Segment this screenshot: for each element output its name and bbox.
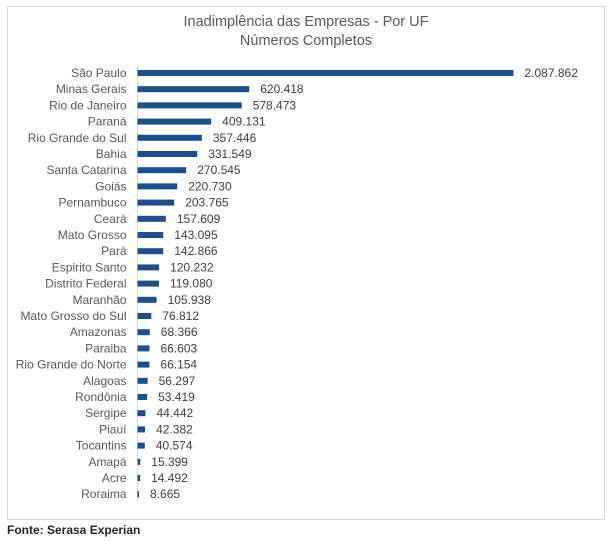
category-label: Santa Catarina (46, 163, 126, 177)
bar (137, 151, 198, 157)
value-label: 8.665 (150, 487, 180, 501)
value-label: 66.603 (160, 341, 197, 355)
bar (137, 86, 250, 93)
category-label: Paraná (88, 115, 127, 129)
category-label: Tocantins (76, 439, 127, 453)
category-label: Acre (102, 471, 127, 485)
category-label: Rio Grande do Norte (16, 358, 127, 372)
category-label: Amapá (88, 455, 126, 469)
bar (137, 232, 164, 238)
value-label: 142.866 (174, 244, 218, 258)
bar (137, 280, 159, 287)
value-label: 68.366 (161, 325, 198, 339)
bar (137, 70, 514, 76)
source-note: Fonte: Serasa Experian (7, 523, 141, 537)
value-label: 120.232 (170, 260, 214, 274)
value-label: 331.549 (208, 147, 252, 161)
value-label: 620.418 (260, 82, 304, 96)
bar (137, 215, 166, 222)
bar (137, 313, 152, 319)
category-label: Mato Grosso (58, 228, 127, 242)
value-label: 119.080 (170, 277, 213, 291)
chart-frame (7, 6, 605, 520)
bar (137, 102, 242, 109)
value-label: 2.087.862 (525, 66, 579, 80)
chart-title: Inadimplência das Empresas - Por UF (183, 14, 429, 30)
category-label: Goiás (95, 179, 126, 193)
bar (137, 345, 150, 352)
category-label: Minas Gerais (56, 82, 127, 96)
value-label: 66.154 (160, 358, 197, 372)
category-label: Distrito Federal (45, 277, 126, 291)
value-label: 578.473 (253, 98, 297, 112)
bar (137, 296, 157, 303)
value-label: 409.131 (222, 115, 266, 129)
category-label: Sergipe (85, 406, 127, 420)
category-label: Ceará (94, 212, 127, 226)
category-label: Rio de Janeiro (49, 98, 127, 112)
value-label: 15.399 (151, 455, 188, 469)
value-label: 14.492 (151, 471, 188, 485)
category-label: Piauí (99, 422, 127, 436)
bar (137, 183, 178, 190)
bar (137, 394, 148, 400)
bar (137, 377, 148, 384)
category-label: Alagoas (83, 374, 126, 388)
value-label: 143.095 (174, 228, 218, 242)
bar (137, 458, 141, 465)
value-label: 270.545 (197, 163, 241, 177)
bar (137, 410, 146, 417)
chart-subtitle: Números Completos (239, 33, 373, 49)
category-label: Amazonas (70, 325, 127, 339)
value-label: 56.297 (159, 374, 196, 388)
bar (137, 199, 175, 206)
value-label: 42.382 (156, 422, 193, 436)
bar (137, 426, 146, 433)
category-label: Rondônia (75, 390, 127, 404)
bar (137, 248, 164, 255)
bar (137, 264, 160, 271)
bar (137, 167, 187, 174)
category-label: Espirito Santo (52, 260, 127, 274)
category-label: Pernambuco (58, 196, 126, 210)
value-label: 44.442 (157, 406, 194, 420)
value-label: 105.938 (168, 293, 212, 307)
value-label: 157.609 (177, 212, 221, 226)
bar (137, 134, 202, 141)
bar (137, 361, 150, 368)
category-label: Maranhão (72, 293, 126, 307)
bar (137, 442, 145, 449)
category-label: Roraima (81, 487, 127, 501)
category-label: Bahia (96, 147, 127, 161)
value-label: 53.419 (158, 390, 195, 404)
category-label: Pará (101, 244, 127, 258)
value-label: 203.765 (185, 196, 229, 210)
category-label: Rio Grande do Sul (28, 131, 127, 145)
bar (137, 475, 141, 481)
value-label: 220.730 (188, 179, 232, 193)
category-label: São Paulo (71, 66, 127, 80)
value-label: 357.446 (213, 131, 257, 145)
value-label: 76.812 (162, 309, 199, 323)
category-label: Paraiba (85, 341, 127, 355)
bar (137, 118, 212, 125)
category-label: Mato Grosso do Sul (20, 309, 126, 323)
value-label: 40.574 (156, 439, 193, 453)
bar (137, 329, 150, 336)
bar (137, 491, 140, 498)
